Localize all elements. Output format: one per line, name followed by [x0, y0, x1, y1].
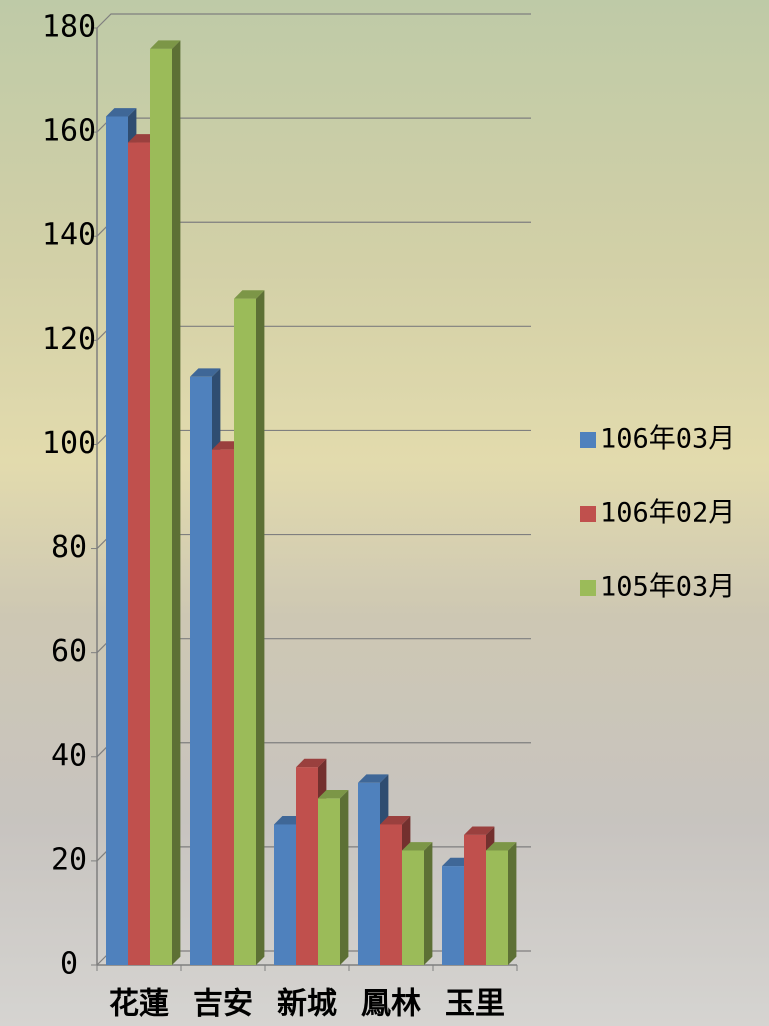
bar-front	[128, 142, 150, 965]
bar-front	[274, 824, 296, 965]
bar-front	[464, 834, 486, 965]
legend-swatch	[580, 432, 596, 448]
bar-front	[358, 782, 380, 965]
bar-front	[234, 298, 256, 965]
bar-top	[402, 842, 433, 851]
bar-top	[234, 290, 265, 299]
bar-top	[486, 842, 517, 851]
bar-top	[106, 108, 137, 117]
bar-top	[190, 368, 221, 377]
x-tick-label: 吉安	[193, 987, 253, 1022]
bar	[234, 290, 265, 965]
bar-front	[190, 376, 212, 965]
x-tick-label: 新城	[277, 987, 337, 1022]
bar-top	[358, 774, 389, 783]
bar-top	[318, 790, 349, 799]
legend-swatch	[580, 580, 596, 596]
bar	[318, 790, 349, 965]
bar-front	[212, 449, 234, 965]
bar-front	[402, 850, 424, 965]
bar-front	[150, 48, 172, 966]
bar	[150, 40, 181, 966]
bar-side	[508, 842, 517, 965]
legend-label: 106年03月	[600, 424, 735, 455]
y-tick-label: 60	[51, 634, 87, 669]
bar-front	[318, 798, 340, 965]
bar-top	[296, 758, 327, 768]
y-tick-label: 160	[42, 114, 96, 149]
bar-side	[172, 40, 181, 965]
legend-swatch	[580, 506, 596, 522]
bar-front	[106, 116, 128, 965]
bar-front	[380, 824, 402, 965]
bar	[486, 842, 517, 965]
x-tick-label: 鳳林	[361, 987, 421, 1022]
bar-side	[256, 290, 265, 965]
bar-top	[464, 826, 495, 835]
y-tick-label: 120	[42, 322, 96, 357]
y-tick-label: 40	[51, 738, 87, 773]
grid-line	[96, 13, 531, 29]
bar-top	[380, 816, 411, 825]
legend-label: 106年02月	[600, 498, 735, 529]
y-tick-label: 0	[60, 947, 78, 982]
y-tick-label: 100	[42, 426, 96, 461]
bar-front	[296, 767, 318, 965]
legend-label: 105年03月	[600, 572, 735, 603]
x-tick-label: 花蓮	[109, 987, 169, 1022]
y-tick-label: 20	[51, 842, 87, 877]
y-tick-label: 140	[42, 218, 96, 253]
bar	[402, 842, 433, 965]
y-tick-label: 80	[51, 530, 87, 565]
bar-side	[424, 842, 433, 965]
bar-top	[150, 40, 181, 49]
bar-front	[486, 850, 508, 965]
x-tick-label: 玉里	[445, 987, 505, 1022]
bar-front	[442, 866, 464, 965]
bar-side	[340, 790, 349, 965]
y-tick-label: 180	[42, 10, 96, 45]
